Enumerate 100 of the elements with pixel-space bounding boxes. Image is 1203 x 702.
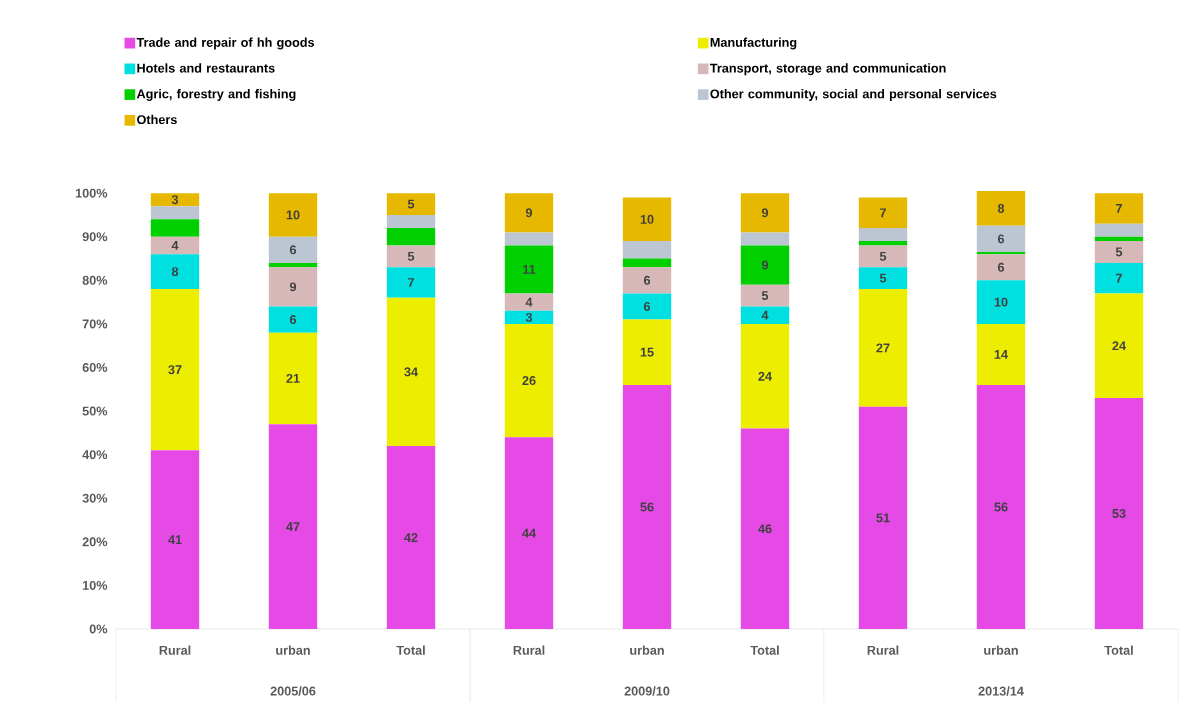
bar bbox=[504, 193, 554, 233]
bar bbox=[976, 254, 1026, 281]
data-label: 15 bbox=[640, 347, 654, 357]
bar bbox=[622, 293, 672, 320]
bar bbox=[386, 445, 436, 629]
data-label: 24 bbox=[1112, 341, 1126, 351]
bar bbox=[740, 232, 790, 246]
bar bbox=[268, 332, 318, 425]
bar bbox=[976, 280, 1026, 324]
data-label: 34 bbox=[404, 367, 418, 377]
bar bbox=[150, 450, 200, 629]
bar bbox=[504, 245, 554, 294]
legend-label: Manufacturing bbox=[710, 37, 797, 50]
data-label: 51 bbox=[876, 513, 890, 523]
bar bbox=[622, 319, 672, 385]
data-label: 6 bbox=[289, 315, 297, 325]
bar bbox=[268, 236, 318, 263]
bar bbox=[858, 197, 908, 229]
text: 2005/06 bbox=[270, 686, 316, 696]
bar bbox=[976, 323, 1026, 385]
bar bbox=[386, 214, 436, 229]
data-label: 26 bbox=[522, 376, 536, 386]
x-tick-label: Rural bbox=[159, 645, 191, 655]
y-tick-label: 100% bbox=[75, 188, 108, 198]
x-tick-label: Total bbox=[396, 645, 425, 655]
bar bbox=[504, 310, 554, 324]
y-tick-label: 80% bbox=[82, 275, 108, 285]
y-tick-label: 70% bbox=[82, 319, 108, 329]
data-label: 3 bbox=[171, 195, 179, 205]
bar bbox=[268, 306, 318, 333]
bar bbox=[1094, 293, 1144, 398]
data-label: 9 bbox=[525, 208, 533, 218]
bar bbox=[268, 267, 318, 307]
bar bbox=[1094, 241, 1144, 263]
data-label: 9 bbox=[761, 208, 769, 218]
bar bbox=[150, 206, 200, 220]
text: 2009/10 bbox=[624, 686, 670, 696]
x-tick-label: urban bbox=[984, 645, 1018, 655]
bar bbox=[386, 297, 436, 446]
bar bbox=[150, 219, 200, 237]
data-label: 10 bbox=[640, 214, 654, 224]
data-label: 6 bbox=[997, 262, 1005, 272]
data-label: 44 bbox=[522, 528, 536, 538]
legend-label: Others bbox=[137, 114, 177, 125]
y-tick-label: 40% bbox=[82, 450, 108, 460]
x-tick-label: Rural bbox=[513, 645, 545, 655]
data-label: 6 bbox=[997, 234, 1005, 244]
y-tick-label: 50% bbox=[82, 406, 108, 416]
bar bbox=[268, 424, 318, 629]
bar bbox=[1094, 193, 1144, 224]
bar bbox=[976, 190, 1026, 226]
bar bbox=[858, 267, 908, 290]
legend-label: Transport, storage and communication bbox=[709, 63, 946, 76]
bar bbox=[386, 245, 436, 268]
data-label: 4 bbox=[761, 310, 769, 320]
bar bbox=[622, 267, 672, 294]
x-tick-label: Rural bbox=[867, 645, 899, 655]
data-label: 27 bbox=[876, 343, 890, 353]
x-tick-label: urban bbox=[630, 645, 664, 655]
data-label: 5 bbox=[879, 273, 887, 283]
data-label: 5 bbox=[879, 251, 887, 261]
data-label: 7 bbox=[1116, 273, 1122, 283]
data-label: 6 bbox=[289, 245, 297, 255]
bar bbox=[268, 193, 318, 237]
bar bbox=[1094, 398, 1144, 629]
data-label: 7 bbox=[1116, 204, 1122, 213]
bar bbox=[858, 228, 908, 242]
bar bbox=[1094, 236, 1144, 242]
x-tick-label: Total bbox=[750, 645, 779, 655]
bar bbox=[386, 193, 436, 215]
data-label: 37 bbox=[168, 365, 182, 375]
bar bbox=[622, 197, 672, 242]
data-label: 14 bbox=[994, 350, 1008, 359]
bar bbox=[1094, 262, 1144, 294]
bar bbox=[622, 241, 672, 259]
bar bbox=[740, 284, 790, 307]
bar bbox=[740, 428, 790, 629]
y-tick-label: 10% bbox=[82, 580, 108, 590]
data-label: 10 bbox=[286, 210, 300, 220]
data-label: 47 bbox=[286, 522, 300, 531]
bar bbox=[858, 241, 908, 246]
data-label: 42 bbox=[404, 533, 418, 542]
bar bbox=[386, 228, 436, 246]
text: 2013/14 bbox=[978, 686, 1024, 696]
legend-label: Agric, forestry and fishing bbox=[136, 89, 296, 101]
data-label: 53 bbox=[1112, 509, 1126, 518]
bar bbox=[504, 437, 554, 629]
data-label: 46 bbox=[758, 524, 772, 534]
data-label: 9 bbox=[761, 260, 769, 270]
legend-label: Hotels and restaurants bbox=[137, 63, 275, 73]
bar bbox=[504, 323, 554, 438]
bar bbox=[976, 225, 1026, 253]
bar bbox=[858, 289, 908, 407]
x-tick-label: urban bbox=[276, 645, 310, 655]
bar bbox=[150, 289, 200, 451]
bar bbox=[150, 254, 200, 290]
bar bbox=[858, 406, 908, 629]
data-label: 8 bbox=[171, 267, 179, 277]
data-label: 21 bbox=[286, 373, 300, 383]
data-label: 3 bbox=[525, 312, 533, 322]
